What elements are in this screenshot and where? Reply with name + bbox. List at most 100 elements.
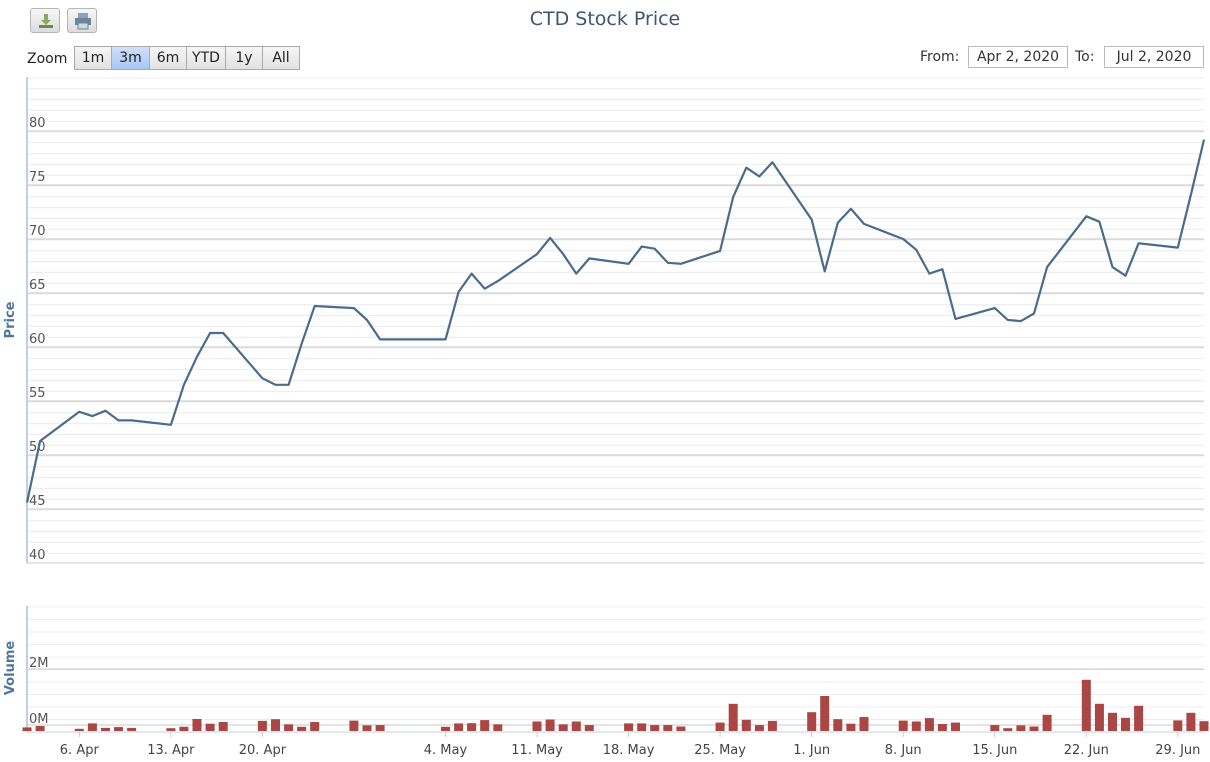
volume-bar bbox=[1094, 703, 1104, 731]
download-button[interactable] bbox=[30, 8, 60, 33]
x-tick-label: 4. May bbox=[424, 743, 468, 758]
price-tick-label: 75 bbox=[29, 170, 46, 185]
volume-bar bbox=[310, 722, 320, 731]
download-icon bbox=[39, 14, 53, 28]
volume-bar bbox=[833, 719, 843, 731]
x-tick-label: 6. Apr bbox=[60, 743, 100, 758]
volume-bar bbox=[532, 721, 542, 731]
x-tick-label: 18. May bbox=[603, 743, 655, 758]
volume-bar bbox=[663, 725, 673, 731]
volume-bar bbox=[807, 712, 817, 731]
volume-bar bbox=[114, 727, 123, 731]
price-tick-label: 50 bbox=[29, 440, 46, 455]
volume-bar bbox=[441, 726, 450, 731]
volume-bar bbox=[192, 719, 202, 731]
volume-bar bbox=[22, 727, 32, 731]
price-tick-label: 40 bbox=[29, 548, 46, 563]
to-date-input[interactable]: Jul 2, 2020 bbox=[1104, 46, 1204, 68]
chart-title: CTD Stock Price bbox=[529, 8, 681, 30]
to-label: To: bbox=[1075, 49, 1095, 65]
print-button[interactable] bbox=[67, 8, 97, 33]
volume-bar bbox=[166, 728, 176, 731]
zoom-ytd-button[interactable]: YTD bbox=[186, 46, 226, 70]
volume-bar bbox=[650, 725, 660, 731]
volume-bar bbox=[624, 723, 634, 731]
x-tick-label: 29. Jun bbox=[1155, 743, 1200, 758]
x-tick-label: 22. Jun bbox=[1064, 743, 1109, 758]
volume-bar bbox=[728, 703, 738, 731]
volume-bar bbox=[846, 723, 856, 731]
volume-bar bbox=[297, 726, 307, 731]
volume-bar bbox=[493, 724, 503, 731]
volume-bar bbox=[584, 725, 594, 731]
volume-bar bbox=[205, 723, 215, 731]
volume-bar bbox=[1199, 721, 1209, 731]
volume-bar bbox=[1029, 726, 1039, 731]
volume-bar bbox=[480, 720, 490, 731]
x-tick-label: 1. Jun bbox=[793, 743, 830, 758]
volume-bar bbox=[218, 722, 228, 731]
volume-bar bbox=[676, 726, 686, 731]
price-tick-label: 80 bbox=[29, 116, 46, 131]
volume-bar bbox=[1134, 705, 1144, 731]
volume-bar bbox=[1186, 712, 1196, 731]
volume-axis-title: Volume bbox=[3, 641, 18, 696]
volume-bar bbox=[859, 717, 869, 731]
print-icon bbox=[75, 13, 91, 30]
price-tick-label: 65 bbox=[29, 278, 46, 293]
volume-bar bbox=[1016, 725, 1026, 731]
volume-bar bbox=[349, 720, 359, 731]
x-tick-label: 11. May bbox=[511, 743, 563, 758]
zoom-1y-button[interactable]: 1y bbox=[225, 46, 263, 70]
zoom-3m-button[interactable]: 3m bbox=[111, 46, 150, 70]
from-date-input[interactable]: Apr 2, 2020 bbox=[968, 46, 1068, 68]
volume-bar bbox=[1042, 714, 1052, 731]
volume-bar bbox=[1108, 712, 1117, 731]
volume-bar bbox=[1121, 717, 1130, 731]
x-tick-label: 8. Jun bbox=[885, 743, 922, 758]
zoom-all-button[interactable]: All bbox=[262, 46, 300, 70]
price-axis-title: Price bbox=[3, 301, 18, 338]
price-tick-label: 60 bbox=[29, 332, 46, 347]
x-tick-label: 20. Apr bbox=[239, 743, 287, 758]
volume-bar bbox=[375, 725, 385, 731]
price-tick-label: 55 bbox=[29, 386, 46, 401]
volume-bar bbox=[937, 724, 947, 731]
volume-bar bbox=[545, 719, 555, 731]
volume-bar bbox=[101, 727, 110, 731]
volume-bar bbox=[467, 723, 477, 731]
price-tick-label: 45 bbox=[29, 494, 46, 509]
volume-bar bbox=[767, 720, 777, 731]
zoom-1m-button[interactable]: 1m bbox=[74, 46, 112, 70]
volume-bar bbox=[87, 723, 97, 731]
volume-bar bbox=[990, 725, 1000, 731]
volume-bar bbox=[754, 725, 764, 731]
volume-bar bbox=[127, 727, 137, 731]
volume-tick-label: 0M bbox=[29, 712, 49, 727]
zoom-6m-button[interactable]: 6m bbox=[149, 46, 187, 70]
volume-bar bbox=[637, 723, 647, 731]
volume-bar bbox=[179, 726, 189, 731]
volume-bar bbox=[951, 722, 960, 731]
volume-bar bbox=[898, 720, 908, 731]
price-tick-label: 70 bbox=[29, 224, 46, 239]
x-tick-label: 13. Apr bbox=[147, 743, 195, 758]
volume-bar bbox=[74, 728, 84, 731]
volume-bar bbox=[741, 719, 751, 731]
volume-bar bbox=[558, 724, 568, 731]
volume-bar bbox=[35, 726, 45, 731]
zoom-label: Zoom bbox=[27, 51, 68, 67]
volume-bar bbox=[1003, 728, 1013, 731]
volume-bar bbox=[1081, 679, 1091, 731]
volume-bar bbox=[911, 721, 921, 731]
volume-bar bbox=[271, 719, 280, 731]
x-tick-label: 15. Jun bbox=[972, 743, 1017, 758]
volume-bar bbox=[571, 721, 581, 731]
volume-tick-label: 2M bbox=[29, 656, 49, 671]
price-series-line bbox=[25, 139, 1206, 503]
volume-bar bbox=[1173, 720, 1183, 731]
from-label: From: bbox=[920, 49, 960, 65]
x-tick-label: 25. May bbox=[694, 743, 746, 758]
volume-bar bbox=[924, 718, 934, 731]
volume-bar bbox=[257, 720, 267, 731]
